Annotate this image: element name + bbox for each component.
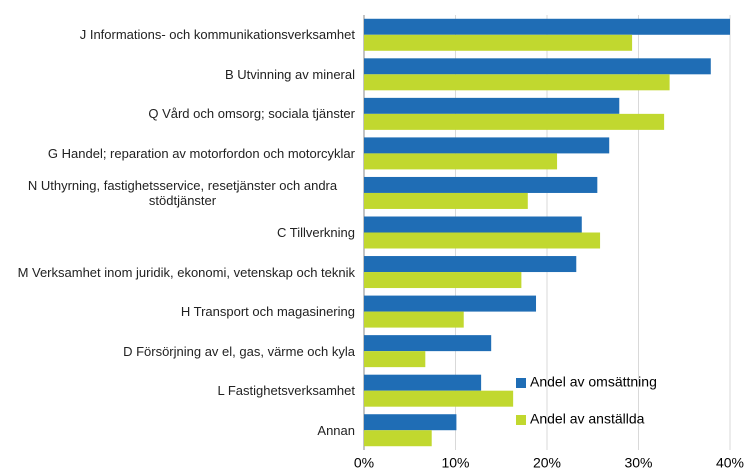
category-label: Annan: [5, 410, 355, 450]
bar: [364, 97, 620, 114]
x-tick-label: 40%: [716, 455, 744, 471]
category-text: M Verksamhet inom juridik, ekonomi, vete…: [17, 264, 355, 280]
x-tick-label: 0%: [354, 455, 374, 471]
category-label: Q Vård och omsorg; sociala tjänster: [5, 94, 355, 134]
category-text: B Utvinning av mineral: [224, 66, 355, 82]
category-label: N Uthyrning, fastighetsservice, resetjän…: [5, 173, 355, 213]
bar: [364, 272, 522, 289]
category-text: N Uthyrning, fastighetsservice, resetjän…: [27, 177, 338, 208]
bar: [364, 430, 432, 447]
bar: [364, 176, 598, 193]
legend-label: Andel av omsättning: [530, 374, 657, 390]
category-text: J Informations- och kommunikationsverksa…: [79, 27, 355, 43]
bar: [364, 256, 577, 273]
bar: [364, 414, 457, 431]
category-text: C Tillverkning: [276, 225, 355, 240]
category-label: J Informations- och kommunikationsverksa…: [5, 15, 355, 55]
category-text: D Försörjning av el, gas, värme och kyla: [123, 343, 355, 359]
legend-swatch: [516, 415, 526, 425]
bar: [364, 216, 582, 233]
x-tick-label: 20%: [533, 455, 561, 471]
bar: [364, 311, 464, 328]
category-label: H Transport och magasinering: [5, 292, 355, 332]
bar: [364, 153, 558, 170]
bar: [364, 18, 730, 35]
x-tick-label: 10%: [441, 455, 469, 471]
category-label: G Handel; reparation av motorfordon och …: [5, 133, 355, 173]
category-text: Q Vård och omsorg; sociala tjänster: [148, 106, 355, 122]
category-label: L Fastighetsverksamhet: [5, 371, 355, 411]
category-label: B Utvinning av mineral: [5, 54, 355, 94]
category-label: C Tillverkning: [5, 213, 355, 253]
legend-label: Andel av anställda: [530, 411, 645, 427]
bar: [364, 113, 665, 130]
bar: [364, 232, 601, 249]
category-text: Annan: [317, 422, 355, 438]
bar: [364, 192, 528, 209]
bar: [364, 374, 482, 391]
legend-swatch: [516, 378, 526, 388]
bar: [364, 295, 537, 312]
bar: [364, 74, 670, 91]
bar: [364, 335, 492, 352]
category-label: D Försörjning av el, gas, värme och kyla: [5, 331, 355, 371]
bar: [364, 137, 610, 154]
bar: [364, 390, 514, 407]
category-text: G Handel; reparation av motorfordon och …: [47, 145, 355, 161]
bar: [364, 34, 633, 51]
category-text: H Transport och magasinering: [180, 304, 355, 320]
bar: [364, 351, 426, 368]
bar: [364, 58, 711, 75]
category-label: M Verksamhet inom juridik, ekonomi, vete…: [5, 252, 355, 292]
x-tick-label: 30%: [624, 455, 652, 471]
category-text: L Fastighetsverksamhet: [217, 383, 355, 399]
